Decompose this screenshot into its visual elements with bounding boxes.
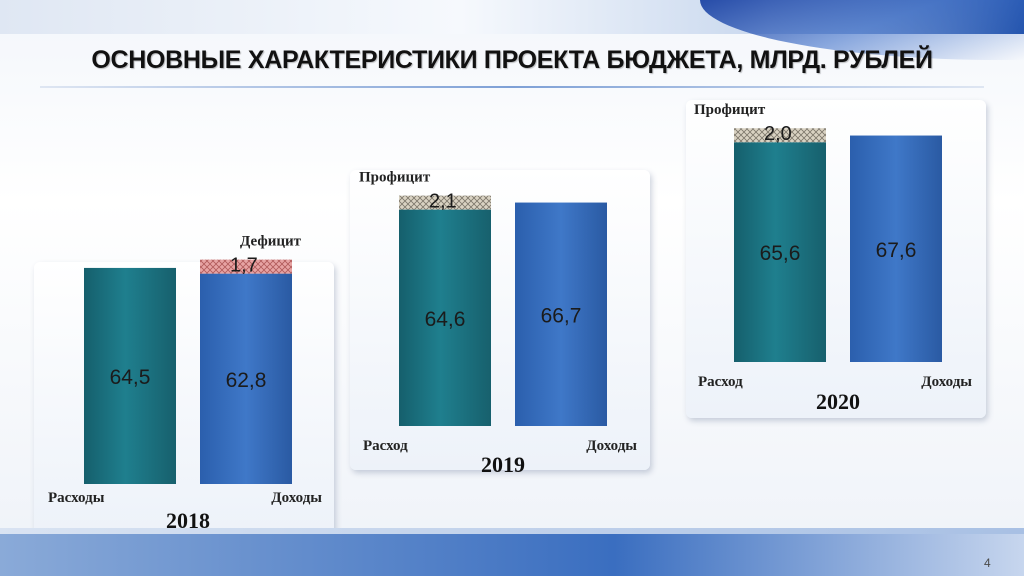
balance-caption-2018: Дефицит [240,234,302,250]
bar-expense-2018 [84,267,176,484]
footer-band-light [0,528,1024,538]
year-label-2019: 2019 [481,452,525,477]
balance-segment-2018 [200,259,292,274]
page-title: ОСНОВНЫЕ ХАРАКТЕРИСТИКИ ПРОЕКТА БЮДЖЕТА,… [91,46,933,74]
year-label-2020: 2020 [816,389,860,414]
bar-income-2019 [515,202,607,426]
category-label-expense-2020: Расход [698,374,743,390]
bar-expense-2019 [399,209,491,426]
balance-segment-2019 [399,195,491,210]
bar-income-2020 [850,135,942,362]
footer-band [0,534,1024,576]
value-label-expense-2019: 64,6 [425,308,466,331]
category-label-expense-2018: Расходы [48,490,105,506]
value-label-expense-2018: 64,5 [110,366,151,389]
balance-value-2018: 1,7 [230,255,258,277]
balance-segment-2020 [734,128,826,143]
bar-expense-2020 [734,142,826,362]
category-label-income-2020: Доходы [921,374,972,390]
balance-value-2019: 2,1 [429,191,457,213]
title-divider [40,86,984,88]
value-label-income-2019: 66,7 [541,304,582,327]
category-label-income-2019: Доходы [586,438,637,454]
value-label-income-2018: 62,8 [226,369,267,392]
category-label-expense-2019: Расход [363,438,408,454]
balance-value-2020: 2,0 [764,123,792,145]
balance-caption-2020: Профицит [694,102,766,118]
value-label-income-2020: 67,6 [876,239,917,262]
bar-income-2018 [200,273,292,484]
balance-caption-2019: Профицит [359,170,431,186]
category-label-income-2018: Доходы [271,490,322,506]
page-number: 4 [984,556,991,570]
value-label-expense-2020: 65,6 [760,242,801,265]
